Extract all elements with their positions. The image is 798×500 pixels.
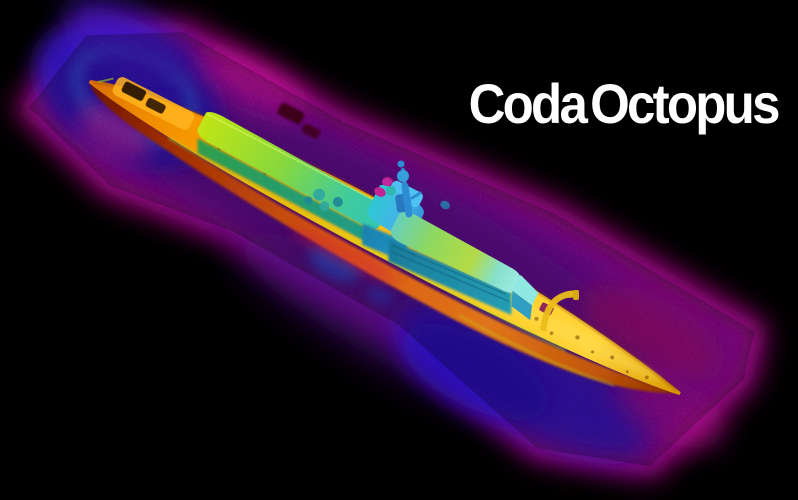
bow-hatch-opening (145, 97, 167, 115)
coda-octopus-logo: Coda Octopus Sound Underwater Intelligen… (438, 0, 798, 170)
midship-debris (304, 188, 343, 212)
aft-deckhouse (390, 207, 521, 293)
brand-name: Coda Octopus (468, 72, 781, 135)
aft-deckhouse-endcap (512, 274, 539, 306)
superstructures (197, 111, 539, 321)
mast (382, 160, 422, 218)
stern-davit-crane (540, 290, 579, 332)
bow-hatch-opening (120, 80, 147, 102)
